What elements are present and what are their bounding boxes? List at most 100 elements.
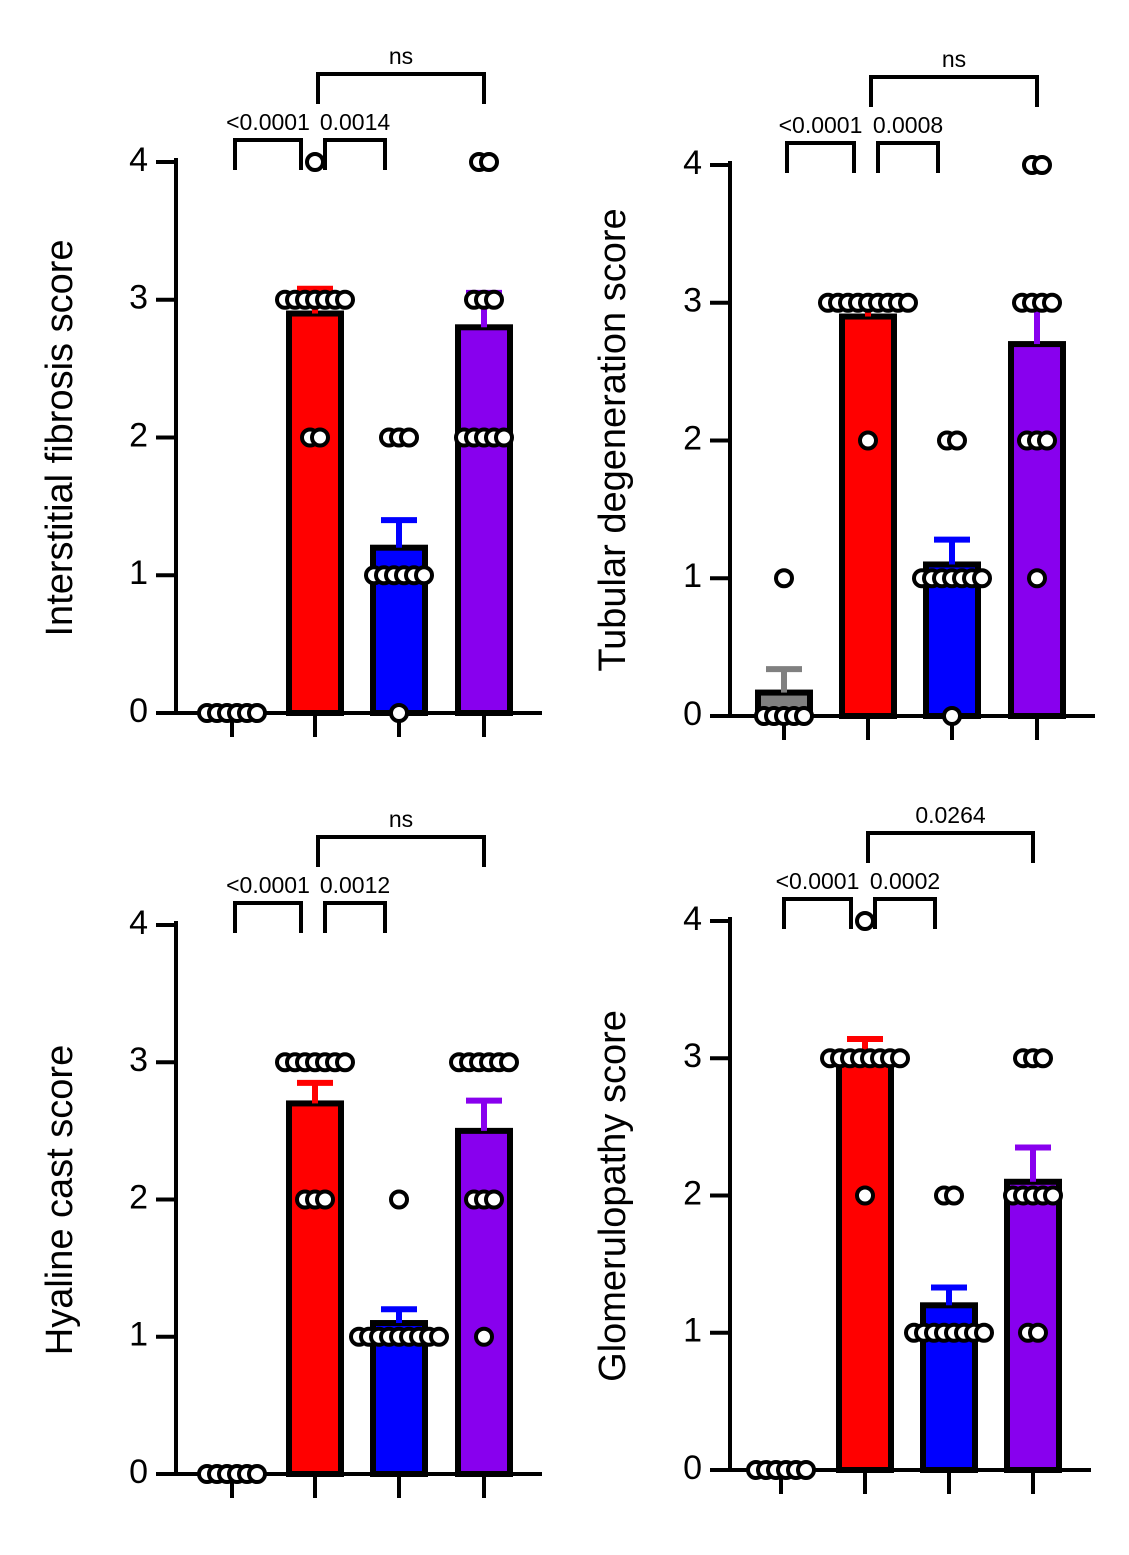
y-tick-label: 0 xyxy=(683,695,702,733)
y-tick-label: 0 xyxy=(129,1453,148,1491)
significance-bracket: 0.0264 xyxy=(866,802,1035,863)
bar-group-2 xyxy=(286,310,344,716)
panel-top-left: Interstitial fibrosis score 0 1 2 3 4 <0.0001 0… xyxy=(39,43,542,737)
bracket-line xyxy=(316,835,486,867)
bracket-line xyxy=(323,138,387,170)
p-value-label: <0.0001 xyxy=(779,112,863,138)
panel-top-right: Tubular degeneration score 0 1 2 3 4 <0.0001 0.… xyxy=(592,46,1095,740)
y-axis-title: Hyaline cast score xyxy=(39,1045,81,1355)
significance-bracket: 0.0008 xyxy=(873,112,943,173)
data-point xyxy=(947,430,967,451)
bar-group-4 xyxy=(455,324,513,716)
p-value-label: ns xyxy=(942,46,966,72)
bar-group-4 xyxy=(1008,341,1066,719)
bracket-line xyxy=(782,897,853,929)
p-value-label: <0.0001 xyxy=(226,109,310,135)
data-point xyxy=(794,706,814,726)
data-point xyxy=(974,1322,994,1343)
data-point xyxy=(399,427,419,448)
p-value-label: 0.0264 xyxy=(915,802,986,828)
p-value-label: 0.0012 xyxy=(320,872,390,898)
y-tick-label: 2 xyxy=(683,419,702,457)
bracket-line xyxy=(876,141,940,173)
y-tick-label: 4 xyxy=(683,144,702,182)
bracket-line xyxy=(323,901,387,933)
data-point xyxy=(389,703,409,723)
bracket-line xyxy=(785,141,856,173)
data-point xyxy=(429,1326,449,1347)
data-point xyxy=(1028,1322,1048,1343)
y-axis-title: Glomerulopathy score xyxy=(592,1010,634,1382)
y-tick-label: 4 xyxy=(683,900,702,938)
bar-group-3 xyxy=(370,1320,428,1478)
significance-bracket: ns xyxy=(316,806,486,867)
y-tick-label: 4 xyxy=(129,904,148,942)
p-value-label: 0.0002 xyxy=(870,868,940,894)
panel-bottom-left: Hyaline cast score 0 1 2 3 4 <0.0001 0.0012 ns xyxy=(39,806,542,1498)
bar-group-2 xyxy=(839,313,897,719)
data-point xyxy=(1027,568,1047,589)
y-tick-label: 4 xyxy=(129,141,148,179)
y-tick-label: 2 xyxy=(129,1178,148,1216)
bar-group-2 xyxy=(836,1055,894,1473)
bracket-line xyxy=(869,75,1039,107)
data-point xyxy=(484,289,504,310)
data-point xyxy=(315,1189,335,1210)
y-tick-label: 3 xyxy=(683,282,702,320)
bracket-line xyxy=(233,138,303,170)
significance-bracket: ns xyxy=(316,43,486,104)
y-tick-label: 1 xyxy=(129,1316,148,1354)
significance-bracket: <0.0001 xyxy=(779,112,863,173)
data-point xyxy=(1032,155,1052,175)
data-point xyxy=(855,1185,875,1206)
significance-bracket: 0.0002 xyxy=(870,868,940,929)
significance-bracket: 0.0014 xyxy=(320,109,391,170)
bracket-line xyxy=(316,72,486,104)
data-point xyxy=(474,1326,494,1347)
data-point xyxy=(942,706,962,726)
y-tick-label: 1 xyxy=(683,1312,702,1350)
p-value-label: ns xyxy=(389,806,413,832)
y-tick-label: 0 xyxy=(683,1449,702,1487)
data-point xyxy=(1033,1048,1053,1069)
significance-bracket: <0.0001 xyxy=(226,109,310,170)
data-point xyxy=(414,565,434,586)
data-point xyxy=(247,703,267,723)
data-point xyxy=(305,152,325,172)
data-point xyxy=(858,430,878,451)
bar-group-4 xyxy=(455,1127,513,1477)
p-value-label: 0.0008 xyxy=(873,112,943,138)
y-tick-label: 3 xyxy=(129,279,148,317)
data-point xyxy=(796,1460,816,1480)
data-point xyxy=(389,1189,409,1210)
y-tick-label: 3 xyxy=(129,1041,148,1079)
bracket-line xyxy=(873,897,937,929)
p-value-label: ns xyxy=(389,43,413,69)
data-point xyxy=(898,292,918,313)
bracket-line xyxy=(866,831,1035,863)
significance-bracket: ns xyxy=(869,46,1039,107)
data-point xyxy=(944,1185,964,1206)
bracket-line xyxy=(233,901,303,933)
y-axis-title: Tubular degeneration score xyxy=(592,208,634,671)
data-point xyxy=(335,1052,355,1073)
data-point xyxy=(499,1052,519,1073)
p-value-label: <0.0001 xyxy=(776,868,860,894)
data-point xyxy=(494,427,514,448)
data-point xyxy=(774,568,794,589)
data-point xyxy=(1037,430,1057,451)
data-point xyxy=(1042,292,1062,313)
y-axis-title: Interstitial fibrosis score xyxy=(39,239,81,636)
significance-bracket: <0.0001 xyxy=(776,868,860,929)
p-value-label: 0.0014 xyxy=(320,109,391,135)
y-tick-label: 0 xyxy=(129,692,148,730)
y-tick-label: 2 xyxy=(129,416,148,454)
bar-group-2 xyxy=(286,1100,344,1478)
y-tick-label: 1 xyxy=(683,557,702,595)
data-point xyxy=(335,289,355,310)
data-point xyxy=(310,427,330,448)
panel-bottom-right: Glomerulopathy score 0 1 2 3 4 <0.0001 0.0002 0.… xyxy=(592,802,1091,1494)
data-point xyxy=(247,1464,267,1484)
data-point xyxy=(855,911,875,931)
